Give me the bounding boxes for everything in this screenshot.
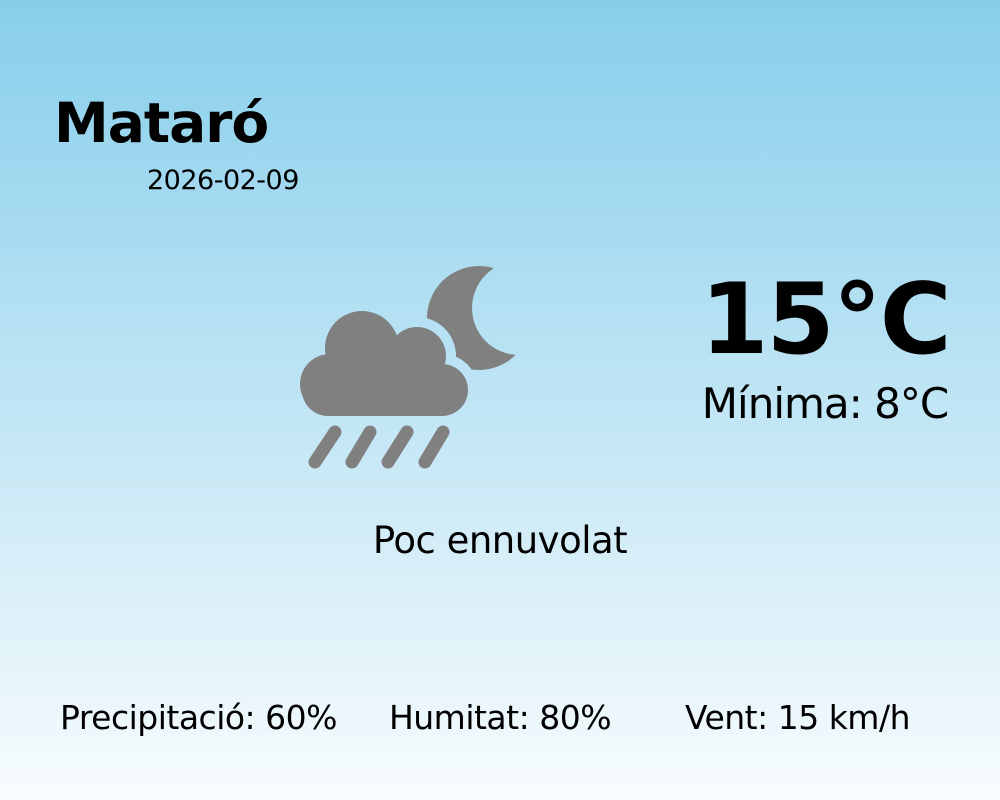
humidity-label: Humitat: 80%: [388, 698, 612, 737]
location-title: Mataró: [54, 91, 269, 155]
moon-shape: [427, 266, 531, 370]
condition-label: Poc ennuvolat: [372, 519, 628, 562]
cloud-moon-rain-icon: [300, 266, 531, 469]
precipitation-label: Precipitació: 60%: [60, 698, 338, 737]
date-label: 2026-02-09: [147, 165, 299, 196]
temperature-block: 15°C Mínima: 8°C: [700, 263, 951, 428]
min-temperature: Mínima: 8°C: [701, 379, 949, 428]
current-temperature: 15°C: [700, 263, 951, 377]
cloud-shape: [300, 311, 468, 416]
rain-streaks: [308, 425, 450, 469]
wind-label: Vent: 15 km/h: [684, 698, 911, 737]
